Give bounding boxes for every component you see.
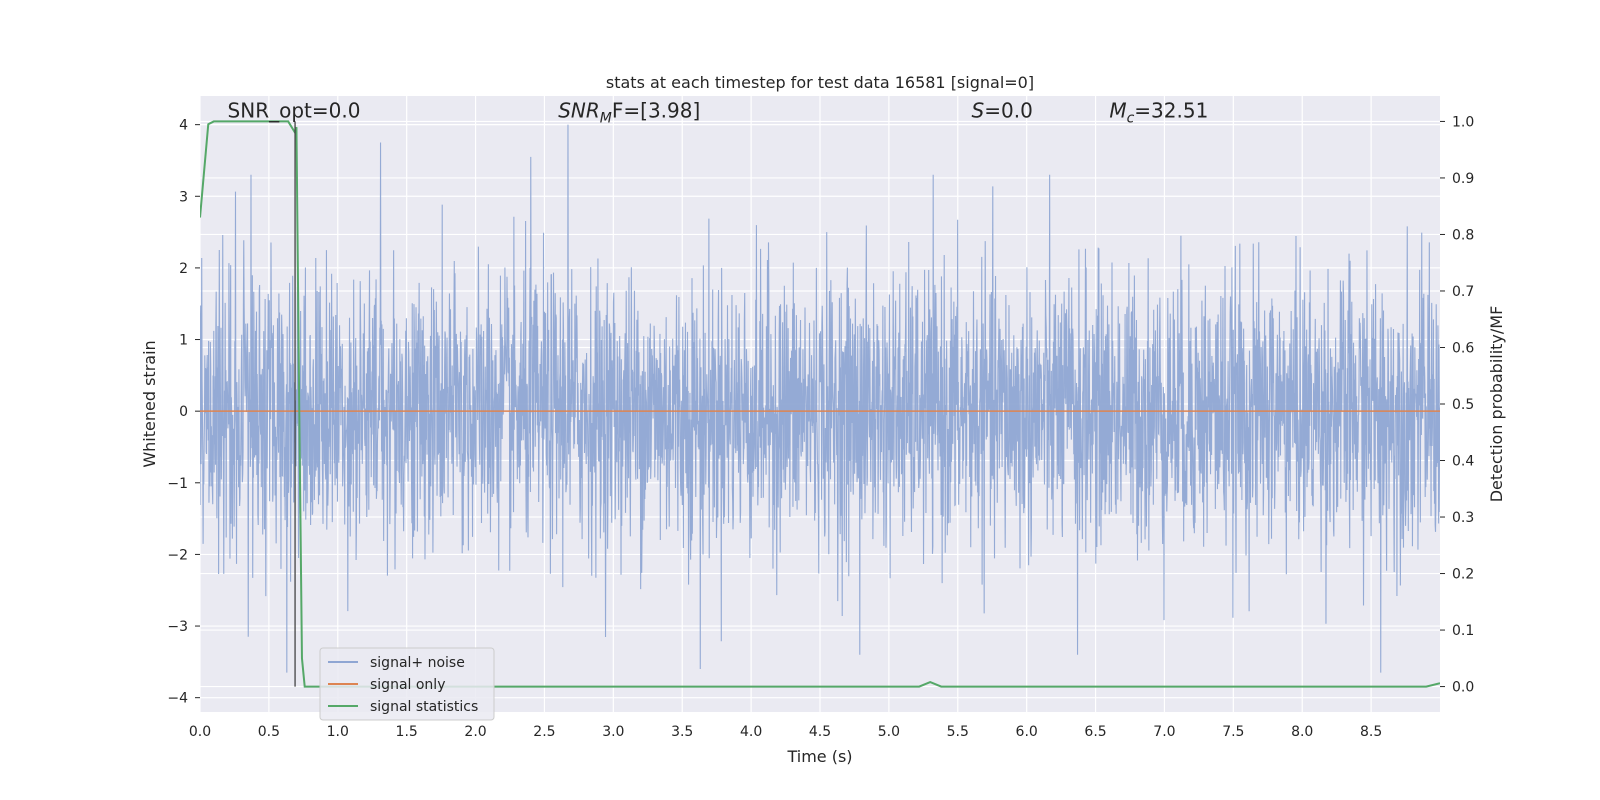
y2-tick-label: 1.0	[1452, 114, 1474, 130]
series-signal-statistics	[200, 120, 1440, 688]
y2-tick-label: 0.2	[1452, 567, 1474, 583]
y-tick-labels: −4 −3 −2 −1 0 1 2 3 4	[167, 118, 200, 707]
y2-tick-label: 0.8	[1452, 227, 1474, 243]
x-tick-label: 7.5	[1222, 724, 1244, 740]
x-tick-label: 4.5	[809, 724, 831, 740]
annotation-1: SNRMF=[3.98]	[558, 98, 700, 126]
y2-tick-label: 0.3	[1452, 510, 1474, 526]
y2-tick-label: 0.5	[1452, 397, 1474, 413]
x-tick-label: 3.5	[671, 724, 693, 740]
y-tick-label: −1	[167, 476, 188, 492]
x-tick-label: 6.5	[1084, 724, 1106, 740]
x-tick-label: 1.0	[327, 724, 349, 740]
chart-title: stats at each timestep for test data 165…	[606, 73, 1034, 92]
series-line-signal-noise	[200, 124, 1440, 673]
y-tick-label: 1	[179, 333, 188, 349]
y-tick-label: 2	[179, 261, 188, 277]
legend-label-signal-only: signal only	[370, 677, 445, 693]
x-tick-label: 5.0	[878, 724, 900, 740]
annotation-0: SNR_opt=0.0	[228, 98, 361, 122]
y-tick-label: −4	[167, 691, 188, 707]
x-tick-label: 5.5	[947, 724, 969, 740]
y2-tick-label: 0.4	[1452, 454, 1474, 470]
annotation-2: S=0.0	[972, 98, 1033, 122]
legend: signal+ noise signal only signal statist…	[319, 647, 495, 721]
legend-label-signal-noise: signal+ noise	[370, 655, 465, 671]
x-tick-label: 0.5	[258, 724, 280, 740]
annotation-3: Mc=32.51	[1109, 98, 1208, 126]
y-axis-label: Whitened strain	[140, 340, 159, 467]
y2-axis-label: Detection probability/MF	[1487, 306, 1506, 503]
x-tick-label: 2.0	[464, 724, 486, 740]
legend-frame	[319, 647, 495, 721]
y2-tick-labels: 0.0 0.1 0.2 0.3 0.4 0.5 0.6 0.7 0.8 0.9 1.0	[1440, 114, 1474, 696]
y-tick-label: −2	[167, 547, 188, 563]
x-tick-label: 8.0	[1291, 724, 1313, 740]
x-tick-label: 3.0	[602, 724, 624, 740]
y-tick-label: 3	[179, 189, 188, 205]
y-tick-label: −3	[167, 619, 188, 635]
x-tick-label: 4.0	[740, 724, 762, 740]
annotations: SNR_opt=0.0 SNRMF=[3.98] S=0.0 Mc=32.51	[228, 98, 1209, 126]
series-signal-noise	[200, 124, 1440, 673]
x-tick-label: 6.0	[1016, 724, 1038, 740]
y-tick-label: 4	[179, 118, 188, 134]
x-tick-label: 7.0	[1153, 724, 1175, 740]
y2-tick-label: 0.7	[1452, 284, 1474, 300]
x-tick-labels: 0.0 0.5 1.0 1.5 2.0 2.5 3.0 3.5 4.0 4.5 5.0 5.5 6.0 6…	[189, 724, 1382, 740]
y2-tick-label: 0.1	[1452, 623, 1474, 639]
x-tick-label: 8.5	[1360, 724, 1382, 740]
x-tick-label: 1.5	[396, 724, 418, 740]
series-line-signal-statistics	[200, 120, 1440, 688]
y-tick-label: 0	[179, 404, 188, 420]
legend-label-signal-statistics: signal statistics	[370, 699, 478, 715]
x-tick-label: 2.5	[533, 724, 555, 740]
x-tick-label: 0.0	[189, 724, 211, 740]
x-axis-label: Time (s)	[786, 747, 852, 766]
y2-tick-label: 0.6	[1452, 340, 1474, 356]
y2-tick-label: 0.9	[1452, 171, 1474, 187]
y2-tick-label: 0.0	[1452, 680, 1474, 696]
